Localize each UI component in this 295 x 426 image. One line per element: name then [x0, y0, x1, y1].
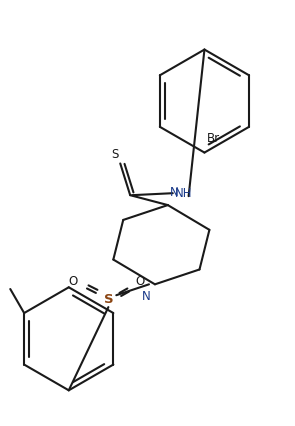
Text: N: N — [170, 186, 178, 199]
Text: NH: NH — [175, 187, 192, 200]
Text: Br: Br — [206, 132, 219, 145]
Text: O: O — [68, 275, 77, 288]
Text: N: N — [142, 290, 151, 303]
Text: S: S — [112, 149, 119, 161]
Text: O: O — [135, 275, 145, 288]
Text: S: S — [104, 293, 113, 306]
